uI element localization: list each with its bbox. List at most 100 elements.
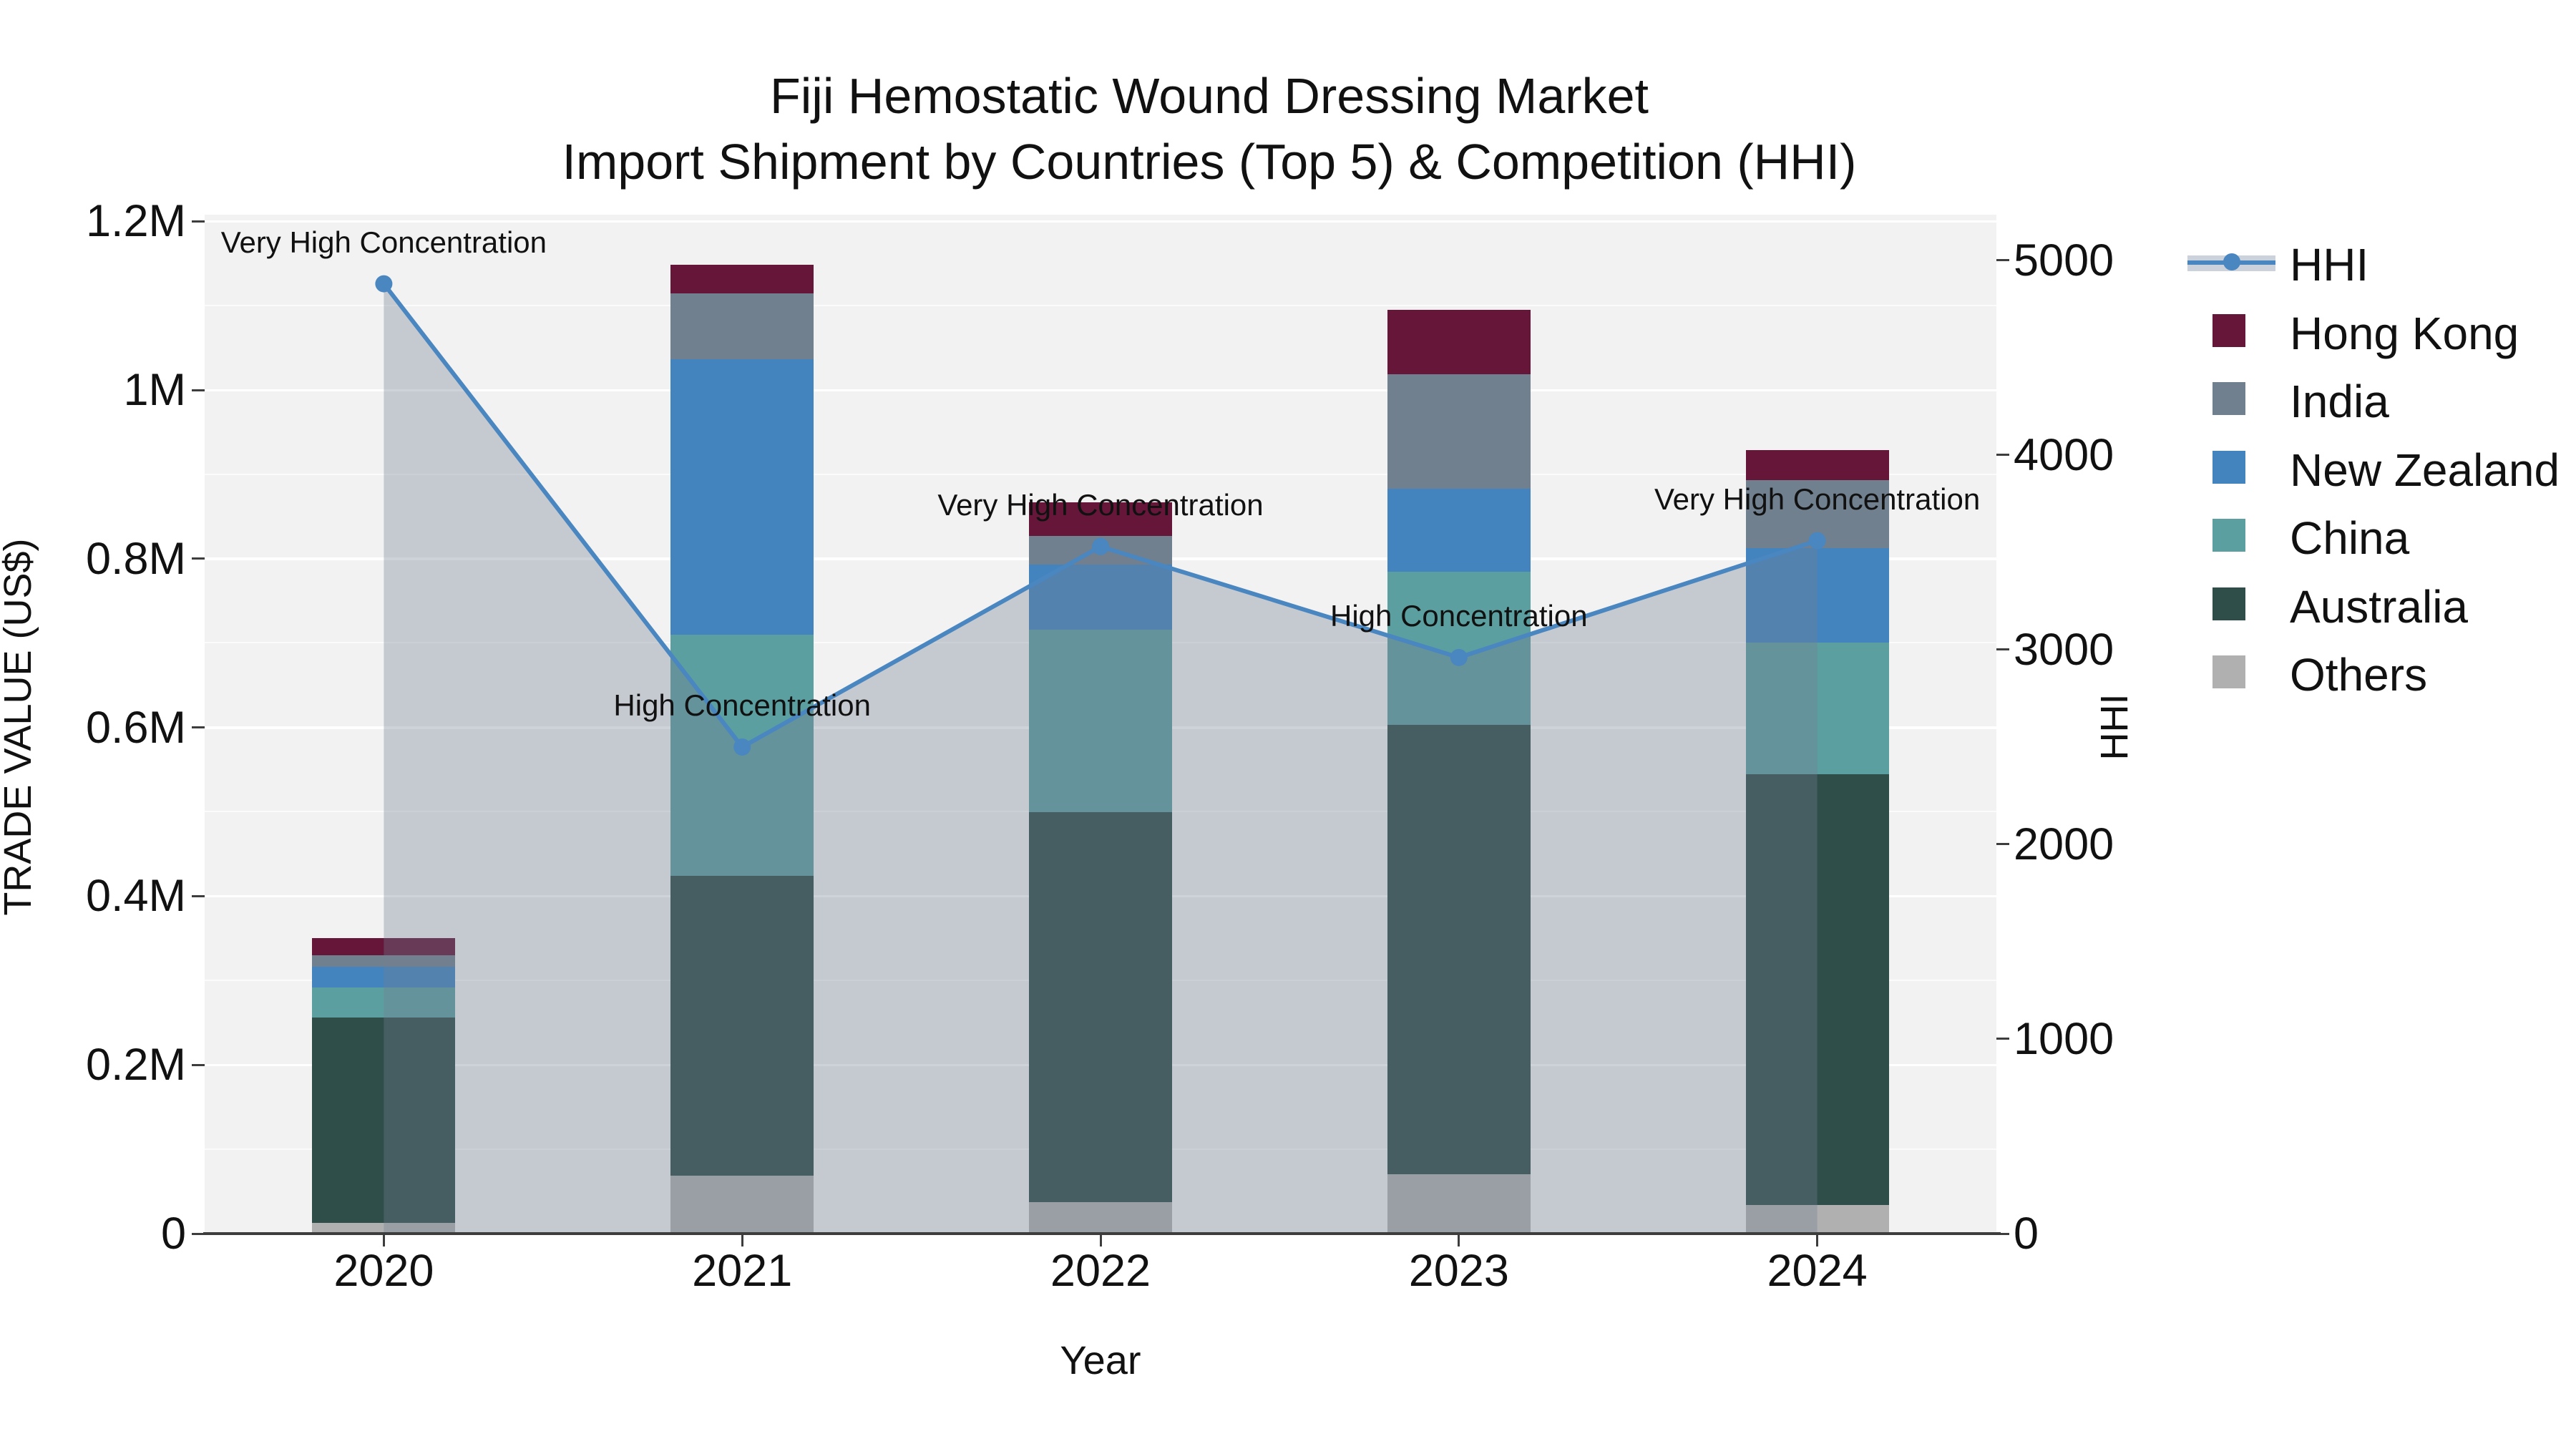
y-axis-title-left: TRADE VALUE (US$) (0, 538, 39, 916)
y-axis-tick-left: 0.6M (85, 702, 186, 753)
bar-segment-india (670, 293, 814, 359)
hhi-annotation: Very High Concentration (937, 487, 1264, 522)
y-axis-tick-left: 1.2M (85, 196, 186, 247)
x-axis-tickmark (1458, 1234, 1460, 1246)
x-axis-tick: 2022 (1050, 1246, 1151, 1296)
y-axis-tickmark-right (1996, 648, 2009, 651)
legend-item-australia: Australia (2187, 578, 2560, 633)
bar-segment-india (312, 955, 456, 967)
y-axis-tickmark-left (192, 894, 205, 897)
bar-segment-new-zealand (670, 358, 814, 635)
legend-color-swatch (2212, 519, 2245, 552)
y-axis-tick-right: 5000 (2014, 235, 2114, 286)
gridline-major (205, 220, 1996, 223)
x-axis-tickmark (382, 1234, 385, 1246)
y-axis-tickmark-right (1996, 454, 2009, 457)
hhi-annotation: High Concentration (613, 688, 871, 722)
legend-color-swatch (2212, 313, 2245, 347)
hhi-annotation: Very High Concentration (1654, 482, 1981, 516)
legend-label: Others (2290, 649, 2428, 701)
y-axis-tickmark-left (192, 557, 205, 560)
legend-color-swatch (2212, 382, 2245, 415)
y-axis-tickmark-right (1996, 843, 2009, 846)
x-axis-title: Year (1060, 1337, 1141, 1382)
legend-hhi-swatch (2187, 245, 2275, 278)
legend-item-new-zealand: New Zealand (2187, 441, 2560, 496)
hhi-marker-swatch (2223, 253, 2240, 270)
chart-title-line1: Fiji Hemostatic Wound Dressing Market (770, 68, 1649, 124)
y-axis-tick-right: 4000 (2014, 429, 2114, 480)
y-axis-tick-right: 2000 (2014, 819, 2114, 869)
chart-title-line2: Import Shipment by Countries (Top 5) & C… (562, 134, 1857, 190)
bar-segment-australia (670, 876, 814, 1176)
y-axis-tickmark-left (192, 389, 205, 391)
legend-label: China (2290, 512, 2410, 564)
y-axis-title-right: HHI (2093, 693, 2136, 761)
y-axis-tick-right: 0 (2014, 1209, 2039, 1259)
bar-segment-others (1029, 1202, 1172, 1234)
bar-segment-hong-kong (670, 264, 814, 293)
legend-color-swatch (2212, 450, 2245, 484)
bar-segment-new-zealand (1745, 547, 1889, 643)
y-axis-tickmark-left (192, 1232, 205, 1235)
legend-item-hhi: HHI (2187, 236, 2560, 291)
hhi-area (384, 283, 1818, 1234)
legend-item-hong-kong: Hong Kong (2187, 305, 2560, 359)
legend-label: India (2290, 376, 2389, 427)
chart-title: Fiji Hemostatic Wound Dressing Market Im… (0, 63, 2419, 195)
legend-item-china: China (2187, 509, 2560, 564)
x-axis-tick: 2024 (1767, 1246, 1868, 1296)
bar-segment-hong-kong (1029, 502, 1172, 537)
x-axis-line (203, 1232, 2001, 1235)
legend-item-others: Others (2187, 646, 2560, 701)
legend-label: New Zealand (2290, 444, 2560, 496)
hhi-marker (733, 738, 751, 756)
bar-segment-hong-kong (312, 938, 456, 955)
hhi-marker (1092, 537, 1109, 555)
y-axis-tick-left: 0.2M (85, 1040, 186, 1091)
bar-segment-others (1745, 1204, 1889, 1234)
y-axis-tick-left: 0.8M (85, 533, 186, 584)
bar-segment-new-zealand (1387, 489, 1531, 572)
bar-segment-australia (312, 1018, 456, 1223)
plot-area: Very High Concentration High Concentratio… (205, 215, 1996, 1234)
bar-segment-india (1387, 374, 1531, 489)
y-axis-tickmark-left (192, 1063, 205, 1066)
bar-segment-china (1029, 629, 1172, 812)
y-axis-tickmark-right (1996, 1038, 2009, 1040)
bar-segment-china (1745, 642, 1889, 774)
y-axis-tick-right: 3000 (2014, 624, 2114, 675)
legend-label: Australia (2290, 580, 2468, 633)
y-axis-tick-right: 1000 (2014, 1013, 2114, 1064)
hhi-annotation: Very High Concentration (220, 225, 547, 259)
bar-segment-others (312, 1222, 456, 1234)
hhi-line-layer (375, 275, 1826, 1234)
bar-segment-china (312, 987, 456, 1018)
y-axis-tickmark-right (1996, 1232, 2009, 1235)
y-axis-tick-left: 0.4M (85, 871, 186, 922)
legend-label: HHI (2290, 239, 2369, 291)
hhi-marker (1450, 648, 1468, 666)
y-axis-tick-left: 1M (123, 365, 186, 416)
hhi-marker (1808, 532, 1826, 550)
x-axis-tick: 2020 (333, 1246, 434, 1296)
y-axis-tick-left: 0 (160, 1209, 186, 1259)
x-axis-tickmark (1816, 1234, 1819, 1246)
y-axis-tickmark-left (192, 726, 205, 729)
hhi-marker (375, 275, 393, 293)
y-axis-tickmark-right (1996, 259, 2009, 262)
bar-segment-australia (1029, 811, 1172, 1203)
bar-segment-hong-kong (1745, 449, 1889, 481)
legend-item-india: India (2187, 373, 2560, 427)
legend-color-swatch (2212, 655, 2245, 688)
bar-segment-china (1387, 571, 1531, 726)
x-axis-tick: 2023 (1408, 1246, 1509, 1296)
bar-segment-new-zealand (312, 967, 456, 987)
x-axis-tickmark (741, 1234, 743, 1246)
bar-segment-australia (1387, 725, 1531, 1175)
legend-label: Hong Kong (2290, 307, 2519, 359)
gridline-major (205, 389, 1996, 392)
legend-color-swatch (2212, 587, 2245, 620)
y-axis-tickmark-left (192, 220, 205, 223)
